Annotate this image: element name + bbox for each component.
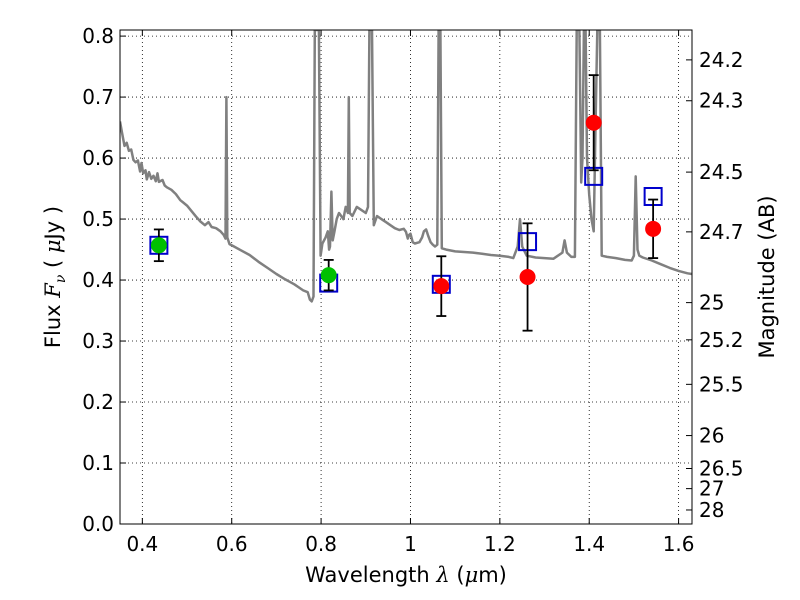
right-tick-label: 25.5 (699, 372, 744, 396)
x-tick-label: 1.2 (484, 532, 516, 556)
photometry-point (645, 220, 662, 237)
right-tick-label: 28 (699, 498, 724, 522)
y-tick-label: 0.8 (82, 24, 114, 48)
y-axis-label: Flux Fν ( μJy ) (41, 206, 69, 348)
y-tick-label: 0.0 (82, 512, 114, 536)
right-tick-label: 24.2 (699, 48, 744, 72)
right-tick-label: 26 (699, 424, 724, 448)
right-tick-label: 25.2 (699, 328, 744, 352)
right-tick-label: 24.7 (699, 220, 744, 244)
x-tick-label: 0.4 (126, 532, 158, 556)
y-tick-label: 0.4 (82, 268, 114, 292)
x-tick-label: 0.8 (305, 532, 337, 556)
x-tick-label: 1 (404, 532, 417, 556)
x-tick-label: 1.6 (663, 532, 695, 556)
y-tick-label: 0.6 (82, 146, 114, 170)
right-axis-label: Magnitude (AB) (755, 195, 779, 358)
y-tick-label: 0.1 (82, 451, 114, 475)
photometry-point (433, 278, 450, 295)
photometry-point (585, 114, 602, 131)
right-tick-label: 24.3 (699, 89, 744, 113)
x-tick-label: 0.6 (216, 532, 248, 556)
x-axis-label: Wavelength λ (μm) (305, 563, 507, 587)
x-tick-label: 1.4 (573, 532, 605, 556)
right-tick-label: 26.5 (699, 457, 744, 481)
axis-ticks: 0.4 0.6 0.8 1 1.2 1.4 1.6 0.0 0.1 0.2 0.3 0.4 0.5 0.6… (82, 24, 743, 556)
photometry-point (150, 237, 167, 254)
right-tick-label: 24.5 (699, 160, 744, 184)
y-tick-label: 0.2 (82, 390, 114, 414)
photometry-point (320, 267, 337, 284)
right-tick-label: 25 (699, 291, 724, 315)
photometry-point (519, 269, 536, 285)
y-tick-label: 0.7 (82, 85, 114, 109)
plot-area (120, 30, 692, 332)
grid (120, 30, 692, 525)
axes-frame (119, 29, 693, 525)
right-tick-label: 27 (699, 477, 724, 501)
spectrum-line (120, 30, 692, 303)
y-tick-label: 0.3 (82, 329, 114, 353)
y-tick-label: 0.5 (82, 207, 114, 231)
